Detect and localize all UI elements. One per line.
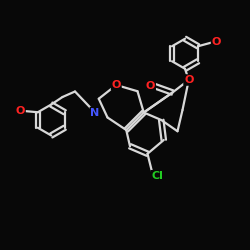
Text: O: O <box>16 106 25 116</box>
Text: O: O <box>212 37 221 47</box>
Text: N: N <box>90 108 100 118</box>
Text: O: O <box>184 75 194 85</box>
Text: O: O <box>146 81 155 91</box>
Text: Cl: Cl <box>151 171 163 181</box>
Text: O: O <box>112 80 121 90</box>
